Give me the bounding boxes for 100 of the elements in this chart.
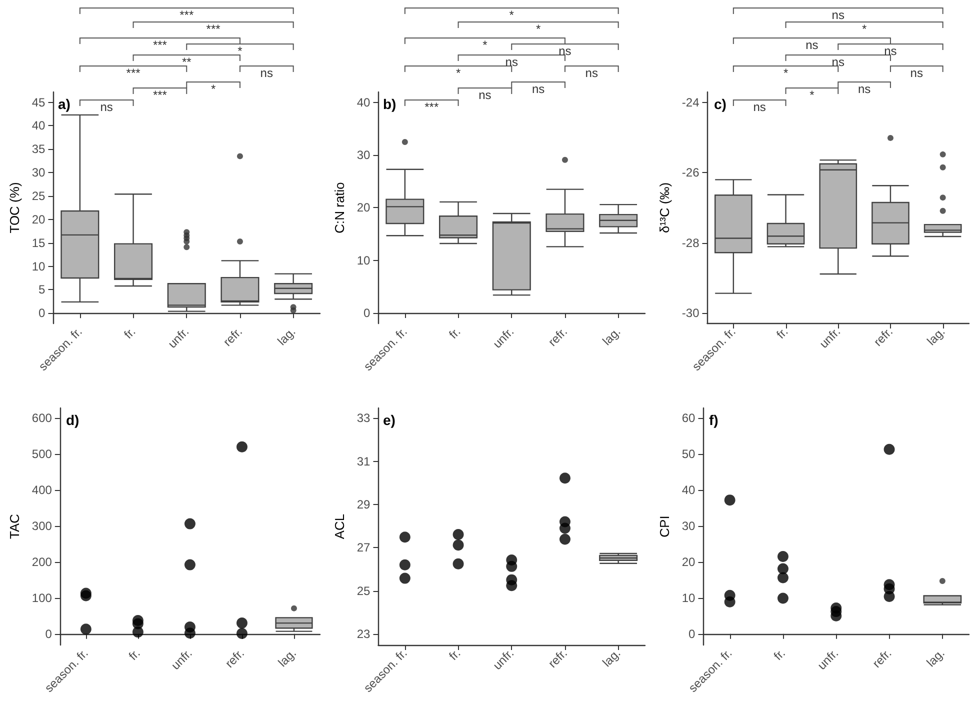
- x-tick-label: fr.: [121, 324, 138, 342]
- annotation: ns: [478, 88, 492, 102]
- text: ***: [180, 8, 194, 22]
- text: ***: [152, 38, 168, 52]
- y-tick-label: 30: [682, 518, 696, 533]
- x-tick-label: lag.: [275, 646, 299, 670]
- text: ns: [910, 66, 923, 80]
- x-tick-label: lag.: [600, 324, 624, 348]
- x-tick-label: lag.: [600, 646, 624, 670]
- y-tick-label: 60: [682, 411, 696, 426]
- x-tick-label: unfr.: [168, 646, 195, 672]
- y-tick-label: -30: [682, 306, 700, 320]
- y-tick-label: 20: [682, 554, 696, 569]
- x-tick-label: refr.: [545, 646, 570, 671]
- y-tick-label: 10: [32, 259, 46, 274]
- text: ***: [206, 22, 221, 36]
- y-tick-label: 0: [364, 306, 371, 320]
- y-axis-title: CPI: [657, 516, 672, 538]
- x-tick-label: unfr.: [490, 646, 517, 672]
- annotation: ns: [100, 100, 113, 114]
- y-tick-label: 15: [32, 236, 46, 250]
- chart-title: c): [714, 96, 726, 112]
- y-tick-label: 35: [32, 142, 46, 156]
- y-tick-label: 30: [32, 166, 46, 180]
- y-tick-label: 500: [32, 447, 52, 462]
- y-axis-title: δ¹³C (‰): [657, 182, 672, 234]
- text: *: [862, 22, 867, 36]
- y-tick-label: 300: [32, 518, 52, 533]
- x-tick-label: lag.: [924, 646, 948, 670]
- x-tick-label: fr.: [126, 646, 143, 664]
- text: ns: [884, 44, 897, 58]
- x-tick-label: unfr.: [490, 324, 517, 351]
- y-tick-label: 200: [32, 554, 52, 569]
- y-tick-label: 40: [682, 482, 696, 497]
- annotation: *: [210, 82, 216, 96]
- y-axis-title: TOC (%): [7, 182, 22, 234]
- annotation: *: [810, 88, 815, 102]
- x-tick-label: refr.: [870, 646, 894, 671]
- text: **: [182, 55, 192, 69]
- y-tick-label: 10: [682, 590, 696, 605]
- y-tick-label: 45: [32, 95, 46, 110]
- y-tick-label: 40: [356, 96, 371, 110]
- x-tick-label: refr.: [545, 324, 570, 350]
- y-tick-label: 20: [356, 200, 371, 215]
- y-tick-label: 0: [45, 626, 52, 641]
- text: *: [482, 38, 488, 52]
- y-tick-label: 31: [356, 454, 371, 468]
- chart-title: b): [383, 96, 396, 112]
- y-tick-label: 40: [32, 118, 46, 133]
- y-tick-label: 30: [356, 148, 371, 162]
- y-tick-label: 100: [32, 590, 52, 605]
- y-axis-title: TAC: [7, 514, 22, 540]
- y-tick-label: 50: [682, 447, 696, 462]
- x-tick-label: unfr.: [814, 646, 842, 672]
- annotation: ***: [152, 88, 168, 102]
- text: *: [783, 66, 788, 80]
- x-tick-label: fr.: [446, 646, 464, 664]
- text: ns: [558, 44, 572, 58]
- annotation: ns: [858, 82, 871, 96]
- y-tick-label: 33: [356, 411, 371, 426]
- text: ns: [832, 8, 844, 22]
- chart-title: e): [383, 412, 396, 428]
- y-tick-label: 0: [688, 626, 696, 641]
- text: ns: [806, 38, 818, 52]
- x-tick-label: refr.: [220, 324, 245, 350]
- y-tick-label: -24: [682, 96, 700, 110]
- text: *: [509, 8, 514, 22]
- chart-title: f): [709, 412, 718, 428]
- x-tick-label: refr.: [222, 646, 247, 671]
- y-tick-label: 25: [356, 584, 371, 598]
- y-tick-label: 600: [32, 411, 52, 426]
- text: ns: [260, 66, 273, 80]
- text: *: [238, 44, 243, 58]
- annotation: ***: [424, 100, 439, 114]
- text: ns: [832, 55, 844, 69]
- y-tick-label: 25: [32, 189, 46, 204]
- chart-title: a): [58, 96, 70, 112]
- text: *: [536, 22, 541, 36]
- chart-title: d): [66, 412, 80, 428]
- y-tick-label: 10: [356, 253, 371, 268]
- x-tick-label: fr.: [774, 324, 791, 342]
- x-tick-label: lag.: [274, 324, 298, 348]
- annotation: ns: [532, 82, 545, 96]
- x-tick-label: unfr.: [816, 324, 844, 351]
- x-tick-label: unfr.: [165, 324, 192, 351]
- text: *: [456, 66, 461, 80]
- y-tick-label: -26: [682, 166, 700, 180]
- y-tick-label: 400: [32, 482, 52, 497]
- y-tick-label: 0: [38, 306, 46, 320]
- y-tick-label: 5: [38, 282, 46, 297]
- y-tick-label: 27: [356, 540, 371, 555]
- text: ns: [505, 55, 518, 69]
- x-tick-label: lag.: [924, 324, 948, 348]
- annotation: ns: [753, 100, 766, 114]
- y-tick-label: 20: [32, 212, 46, 226]
- x-tick-label: fr.: [770, 646, 788, 664]
- y-tick-label: 23: [356, 626, 371, 641]
- x-tick-label: fr.: [446, 324, 464, 342]
- y-tick-label: -28: [682, 236, 700, 250]
- text: ns: [585, 66, 598, 80]
